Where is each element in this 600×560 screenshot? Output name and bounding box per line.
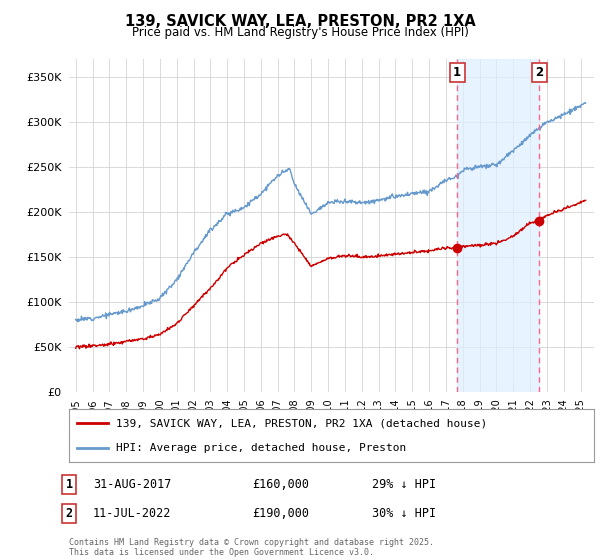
Text: 30% ↓ HPI: 30% ↓ HPI — [372, 507, 436, 520]
Bar — [457, 59, 539, 392]
Text: 1: 1 — [453, 66, 461, 79]
Text: 139, SAVICK WAY, LEA, PRESTON, PR2 1XA: 139, SAVICK WAY, LEA, PRESTON, PR2 1XA — [125, 14, 475, 29]
Text: 2: 2 — [65, 507, 73, 520]
Text: Price paid vs. HM Land Registry's House Price Index (HPI): Price paid vs. HM Land Registry's House … — [131, 26, 469, 39]
Text: 1: 1 — [65, 478, 73, 491]
Text: HPI: Average price, detached house, Preston: HPI: Average price, detached house, Pres… — [116, 442, 407, 452]
Text: 29% ↓ HPI: 29% ↓ HPI — [372, 478, 436, 491]
Text: £190,000: £190,000 — [252, 507, 309, 520]
Text: 31-AUG-2017: 31-AUG-2017 — [93, 478, 172, 491]
Text: 11-JUL-2022: 11-JUL-2022 — [93, 507, 172, 520]
Text: Contains HM Land Registry data © Crown copyright and database right 2025.
This d: Contains HM Land Registry data © Crown c… — [69, 538, 434, 557]
Text: 2: 2 — [535, 66, 543, 79]
Text: £160,000: £160,000 — [252, 478, 309, 491]
Text: 139, SAVICK WAY, LEA, PRESTON, PR2 1XA (detached house): 139, SAVICK WAY, LEA, PRESTON, PR2 1XA (… — [116, 418, 487, 428]
